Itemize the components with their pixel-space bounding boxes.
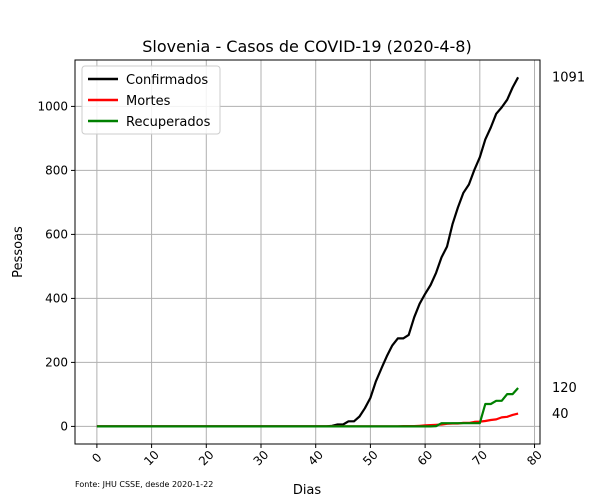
x-tick-label: 30	[251, 448, 272, 469]
y-tick-label: 400	[45, 291, 68, 305]
end-label-mortes: 40	[552, 407, 569, 422]
x-tick-label: 70	[469, 448, 490, 469]
x-tick-label: 50	[360, 448, 381, 469]
chart-title: Slovenia - Casos de COVID-19 (2020-4-8)	[142, 37, 471, 56]
x-tick-label: 20	[196, 448, 217, 469]
series-lines	[96, 76, 520, 428]
series-line-recuperados	[96, 387, 519, 428]
legend: Confirmados Mortes Recuperados	[81, 65, 221, 135]
y-tick-label: 0	[60, 419, 68, 433]
legend-box	[81, 65, 221, 135]
legend-label: Confirmados	[126, 73, 208, 88]
y-tick-label: 800	[45, 163, 68, 177]
grid	[75, 60, 540, 444]
y-tick-label: 600	[45, 227, 68, 241]
series-line-confirmados	[96, 76, 520, 428]
source-note: Fonte: JHU CSSE, desde 2020-1-22	[75, 480, 213, 489]
end-label-recuperados: 120	[552, 381, 577, 396]
legend-label: Mortes	[126, 94, 171, 109]
x-tick-label: 80	[524, 448, 545, 469]
y-ticks: 0 200 400 600 800 1000	[37, 99, 75, 433]
x-tick-label: 0	[89, 450, 104, 465]
series-line-mortes	[96, 412, 519, 428]
x-tick-label: 40	[305, 448, 326, 469]
y-tick-label: 1000	[37, 99, 68, 113]
x-axis-label: Dias	[293, 483, 322, 498]
end-labels: 1091 120 40	[552, 70, 585, 422]
plot-frame	[74, 59, 541, 445]
end-label-confirmados: 1091	[552, 70, 585, 85]
y-tick-label: 200	[45, 355, 68, 369]
x-tick-label: 60	[415, 448, 436, 469]
y-axis-label: Pessoas	[11, 226, 26, 278]
x-tick-label: 10	[141, 448, 162, 469]
x-ticks: 0 10 20 30 40 50 60 70 80	[89, 444, 545, 468]
legend-label: Recuperados	[126, 115, 211, 130]
